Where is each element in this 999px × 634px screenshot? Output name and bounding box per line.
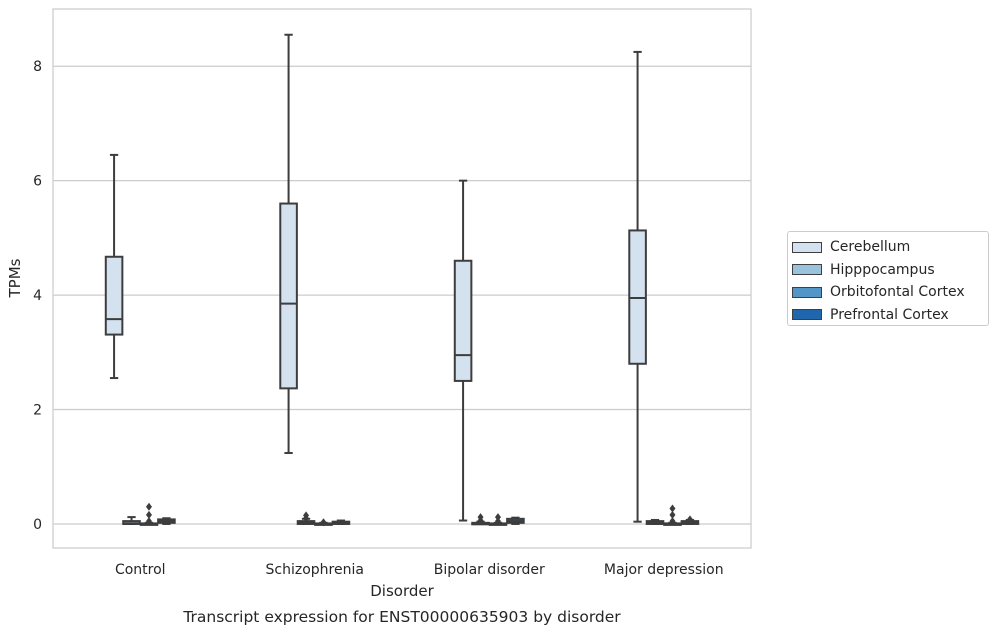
box — [104, 255, 124, 336]
y-axis-label: TPMs — [6, 258, 24, 298]
outlier-point — [145, 502, 152, 511]
outlier-point — [686, 515, 693, 524]
outlier-point — [494, 517, 501, 526]
y-tick-labels: 0 2 4 6 8 — [33, 59, 42, 533]
box-0-3 — [157, 517, 176, 525]
box-3-3 — [680, 515, 700, 525]
legend-swatch — [792, 264, 822, 276]
y-tick-label: 8 — [33, 59, 42, 75]
x-tick-label: Schizophrenia — [266, 562, 364, 578]
box-3-0 — [628, 50, 647, 523]
box-2-1 — [471, 513, 490, 526]
outlier-point — [669, 517, 676, 526]
box-1-2 — [314, 518, 333, 527]
x-tick-label: Control — [115, 562, 166, 578]
box-3-2 — [663, 504, 682, 526]
legend-swatch — [792, 241, 822, 253]
legend-swatch — [792, 309, 822, 321]
y-tick-label: 4 — [33, 288, 42, 304]
legend-item: Cerebellum — [792, 236, 988, 259]
outlier-point — [145, 510, 152, 519]
outlier-point — [669, 504, 676, 513]
box-1-3 — [331, 519, 351, 525]
outlier-point — [669, 510, 676, 519]
box-2-3 — [506, 516, 525, 525]
outlier-point — [303, 511, 310, 520]
box — [453, 259, 473, 382]
box-3-1 — [645, 518, 665, 525]
legend-label: Prefrontal Cortex — [830, 306, 949, 323]
x-tick-label: Bipolar disorder — [434, 562, 545, 578]
y-tick-label: 2 — [33, 403, 42, 419]
outlier-point — [477, 513, 484, 522]
plot-frame — [52, 8, 752, 549]
outlier-point — [320, 518, 327, 527]
box-2-2 — [488, 513, 508, 526]
y-tick-label: 6 — [33, 174, 42, 190]
box-plots — [104, 33, 700, 527]
x-tick-label: Major depression — [604, 562, 724, 578]
box-0-2 — [139, 502, 159, 526]
legend-item: Prefrontal Cortex — [792, 304, 988, 327]
box-1-0 — [279, 33, 298, 455]
legend-item: Orbitofontal Cortex — [792, 281, 988, 304]
box-2-0 — [453, 179, 473, 522]
x-axis-label: Disorder — [370, 582, 434, 600]
y-tick-label: 0 — [33, 517, 42, 533]
x-tick-labels: Control Schizophrenia Bipolar disorder Majo… — [115, 562, 724, 578]
legend-item: Hipppocampus — [792, 259, 988, 282]
legend: Cerebellum Hipppocampus Orbitofontal Corte… — [787, 231, 989, 326]
legend-label: Cerebellum — [830, 239, 911, 256]
box-1-1 — [296, 511, 316, 525]
outlier-point — [494, 513, 501, 522]
legend-label: Hipppocampus — [830, 261, 935, 278]
chart-title: Transcript expression for ENST0000063590… — [182, 608, 621, 626]
outlier-point — [145, 517, 152, 526]
legend-swatch — [792, 286, 822, 298]
legend-label: Orbitofontal Cortex — [830, 284, 965, 301]
box-0-1 — [122, 516, 141, 525]
box-0-0 — [104, 153, 124, 380]
gridlines — [53, 65, 751, 525]
box — [279, 202, 298, 390]
